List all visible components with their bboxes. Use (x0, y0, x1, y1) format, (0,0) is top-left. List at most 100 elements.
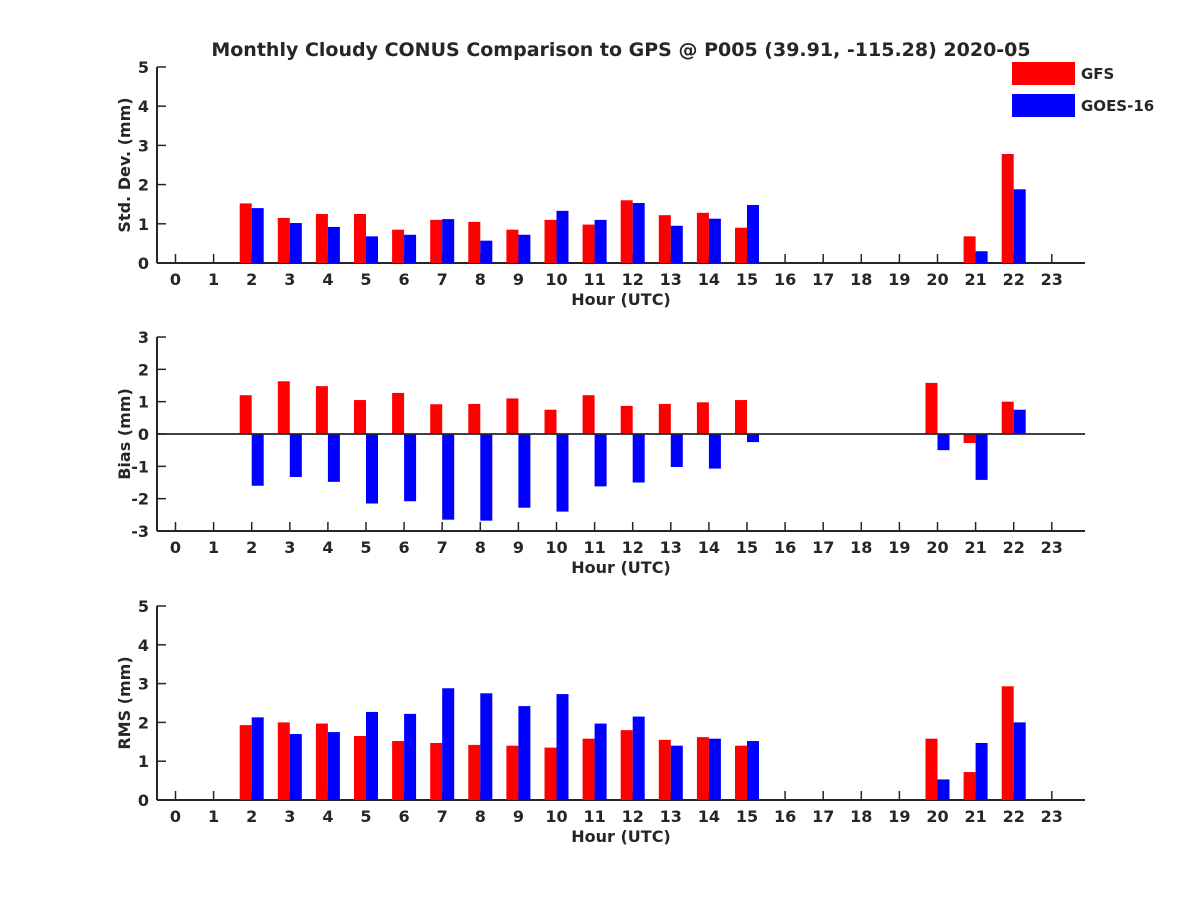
x-tick-label: 20 (926, 807, 948, 826)
x-tick-label: 5 (360, 538, 371, 557)
x-tick-label: 3 (284, 538, 295, 557)
bar-gfs-hour-3 (277, 217, 290, 263)
bar-goes-16-hour-10 (556, 434, 569, 512)
bar-goes-16-hour-11 (594, 434, 607, 487)
x-tick-label: 1 (208, 807, 219, 826)
x-tick-label: 2 (246, 807, 257, 826)
x-tick-label: 1 (208, 270, 219, 289)
bar-goes-16-hour-5 (366, 711, 378, 800)
bar-goes-16-hour-22 (1013, 722, 1026, 800)
bar-gfs-hour-4 (315, 386, 328, 434)
x-tick-label: 8 (475, 807, 486, 826)
x-tick-label: 19 (888, 807, 910, 826)
bar-gfs-hour-11 (582, 738, 595, 800)
y-tick-label: 5 (138, 58, 149, 77)
bar-gfs-hour-7 (430, 404, 443, 434)
bar-gfs-hour-21 (963, 236, 976, 263)
x-tick-label: 6 (399, 807, 410, 826)
y-tick-label: 5 (138, 597, 149, 616)
bar-gfs-hour-6 (392, 392, 405, 434)
bar-goes-16-hour-10 (556, 210, 569, 263)
x-tick-label: 22 (1003, 807, 1025, 826)
bar-goes-16-hour-12 (632, 203, 645, 263)
bar-gfs-hour-9 (506, 229, 519, 263)
bar-gfs-hour-7 (430, 742, 443, 800)
bar-gfs-hour-22 (1001, 401, 1014, 434)
bar-gfs-hour-11 (582, 395, 595, 434)
bar-goes-16-hour-14 (708, 434, 721, 469)
x-tick-label: 12 (622, 807, 644, 826)
x-tick-label: 13 (660, 538, 682, 557)
y-tick-label: 4 (138, 636, 149, 655)
bar-gfs-hour-9 (506, 398, 519, 434)
x-tick-label: 15 (736, 538, 758, 557)
x-tick-label: 10 (545, 538, 567, 557)
bar-gfs-hour-5 (354, 400, 366, 434)
x-tick-label: 4 (322, 270, 333, 289)
x-tick-label: 17 (812, 270, 834, 289)
y-axis-label: RMS (mm) (115, 656, 134, 749)
x-tick-label: 7 (437, 538, 448, 557)
bar-gfs-hour-3 (277, 722, 290, 800)
x-tick-label: 18 (850, 538, 872, 557)
bar-gfs-hour-13 (658, 215, 671, 263)
bar-goes-16-hour-10 (556, 694, 569, 800)
x-tick-label: 16 (774, 807, 796, 826)
bar-gfs-hour-13 (658, 739, 671, 800)
x-tick-label: 23 (1041, 270, 1063, 289)
x-tick-label: 12 (622, 270, 644, 289)
x-tick-label: 5 (360, 807, 371, 826)
x-tick-label: 1 (208, 538, 219, 557)
y-tick-label: 3 (138, 675, 149, 694)
x-tick-label: 18 (850, 270, 872, 289)
bar-goes-16-hour-3 (289, 223, 302, 263)
bar-gfs-hour-12 (620, 405, 633, 434)
bar-gfs-hour-4 (315, 214, 328, 263)
bar-goes-16-hour-22 (1013, 189, 1026, 263)
y-axis-label: Bias (mm) (115, 388, 134, 480)
x-axis-label: Hour (UTC) (571, 827, 671, 846)
bar-goes-16-hour-11 (594, 723, 607, 800)
x-tick-label: 21 (964, 807, 986, 826)
bar-gfs-hour-21 (963, 434, 976, 444)
x-tick-label: 21 (964, 538, 986, 557)
x-tick-label: 19 (888, 270, 910, 289)
legend-label-gfs: GFS (1081, 65, 1114, 83)
x-tick-label: 10 (545, 807, 567, 826)
x-tick-label: 9 (513, 807, 524, 826)
x-tick-label: 11 (583, 807, 605, 826)
x-tick-label: 12 (622, 538, 644, 557)
bar-goes-16-hour-2 (251, 717, 264, 800)
bar-goes-16-hour-6 (404, 234, 417, 263)
bar-gfs-hour-13 (658, 403, 671, 434)
y-tick-label: 3 (138, 328, 149, 347)
bar-gfs-hour-22 (1001, 686, 1014, 800)
y-tick-label: 3 (138, 136, 149, 155)
bar-gfs-hour-20 (925, 738, 938, 800)
bar-goes-16-hour-22 (1013, 409, 1026, 434)
y-tick-label: 1 (138, 393, 149, 412)
bar-goes-16-hour-8 (480, 434, 493, 521)
bar-gfs-hour-14 (696, 212, 709, 263)
y-tick-label: 2 (138, 360, 149, 379)
x-tick-label: 0 (170, 807, 181, 826)
bar-gfs-hour-15 (735, 400, 747, 434)
bar-gfs-hour-8 (468, 221, 481, 263)
x-tick-label: 13 (660, 807, 682, 826)
x-tick-label: 16 (774, 270, 796, 289)
x-tick-label: 7 (437, 270, 448, 289)
x-tick-label: 6 (399, 538, 410, 557)
x-tick-label: 7 (437, 807, 448, 826)
bar-gfs-hour-2 (239, 725, 252, 800)
x-tick-label: 11 (583, 270, 605, 289)
y-tick-label: 0 (138, 791, 149, 810)
x-tick-label: 6 (399, 270, 410, 289)
x-tick-label: 14 (698, 538, 720, 557)
bar-goes-16-hour-21 (975, 742, 988, 800)
bar-gfs-hour-20 (925, 382, 938, 434)
x-tick-label: 22 (1003, 270, 1025, 289)
x-tick-label: 0 (170, 270, 181, 289)
bar-goes-16-hour-9 (518, 706, 531, 800)
bar-goes-16-hour-5 (366, 434, 378, 504)
